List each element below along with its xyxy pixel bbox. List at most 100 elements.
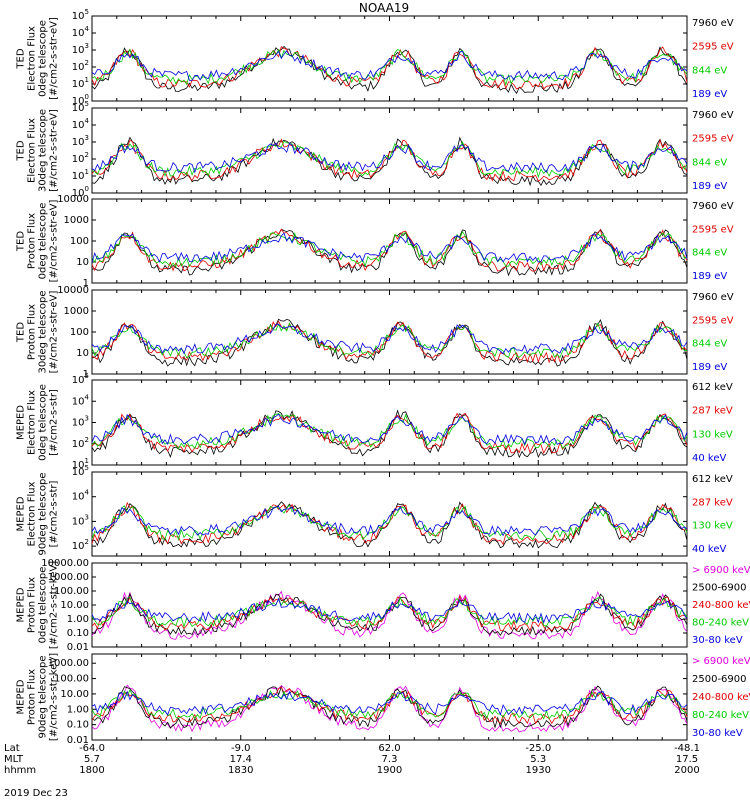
legend-entry: 189 eV — [692, 181, 727, 192]
y-tick-label: 103 — [72, 134, 89, 148]
x-tick-label: 62.0 — [378, 743, 400, 754]
y-tick-label: 100 — [70, 327, 89, 338]
y-axis-label-line: TED — [16, 231, 27, 252]
y-axis-label-line: 0deg telescope — [38, 384, 49, 461]
legend-entry: 30-80 keV — [692, 728, 743, 739]
panel-frame — [91, 653, 688, 741]
legend-entry: 287 keV — [692, 406, 733, 417]
legend-entry: 80-240 keV — [692, 618, 749, 629]
y-tick-label: 105 — [72, 372, 89, 386]
series-trace — [91, 50, 688, 81]
y-axis-label-line: [#/cm2-s-str] — [49, 389, 60, 456]
y-tick-label: 101 — [72, 76, 89, 90]
panel-3: 1 10 100 1000 10000 TED Proton Flux 0deg telesc… — [16, 194, 734, 289]
y-tick-label: 105 — [72, 464, 89, 478]
y-tick-label: 100 — [70, 236, 89, 247]
y-tick-label: 1000 — [64, 306, 89, 317]
y-axis-label-line: [#/cm2-s-str] — [49, 480, 60, 547]
y-axis-label-line: 0deg telescope — [38, 20, 49, 97]
x-tick-label: 5.3 — [530, 754, 546, 765]
y-tick-label: 0.01 — [67, 735, 89, 746]
legend-entry: 2500-6900 — [692, 674, 747, 685]
y-tick-label: 10000 — [57, 194, 89, 205]
y-axis-label-line: MEPED — [16, 679, 27, 714]
y-tick-label: 102 — [72, 436, 89, 450]
x-tick-label: 17.5 — [676, 754, 698, 765]
y-axis-label-line: 30deg telescope — [38, 109, 49, 192]
legend-entry: 2595 eV — [692, 315, 734, 326]
y-axis-label-line: Electron Flux — [27, 26, 38, 91]
y-tick-label: 105 — [72, 8, 89, 22]
x-row-name: hhmm — [4, 765, 36, 776]
legend-entry: 844 eV — [692, 248, 727, 259]
series-trace — [91, 322, 688, 359]
series-trace — [91, 590, 688, 640]
y-axis-label-line: MEPED — [16, 405, 27, 440]
y-tick-label: 10 — [76, 348, 89, 359]
legend-entry: 612 keV — [692, 474, 733, 485]
x-tick-label: 1830 — [228, 765, 253, 776]
y-tick-label: 0.10 — [67, 628, 89, 639]
panel-frame — [91, 379, 688, 466]
legend-entry: 40 keV — [692, 544, 726, 555]
panel-frame — [91, 198, 688, 284]
y-tick-label: 103 — [72, 42, 89, 56]
y-tick-label: 104 — [72, 393, 90, 407]
y-tick-label: 100 — [72, 185, 89, 199]
panel-2: 100 101 102 103 104 105 TED Electron Flux 30deg … — [16, 100, 734, 199]
legend-entry: > 6900 keV — [692, 656, 750, 667]
y-axis-label-line: Proton Flux — [27, 577, 38, 633]
y-axis-label-line: Proton Flux — [27, 213, 38, 269]
legend-entry: 844 eV — [692, 157, 727, 168]
series-trace — [91, 232, 688, 263]
y-tick-label: 103 — [72, 513, 89, 527]
y-tick-label: 104 — [72, 25, 90, 39]
legend-entry: 2595 eV — [692, 134, 734, 145]
legend-entry: 130 keV — [692, 429, 733, 440]
legend-entry: 40 keV — [692, 453, 726, 464]
y-axis-label-line: [#/cm2-s-str-eV] — [49, 200, 60, 283]
y-axis-label-line: 90deg telescope — [38, 472, 49, 555]
legend-entry: 2500-6900 — [692, 583, 747, 594]
legend-entry: 240-800 keV — [692, 692, 750, 703]
x-tick-label: 2000 — [674, 765, 699, 776]
series-trace — [91, 686, 688, 725]
series-trace — [91, 320, 688, 364]
x-tick-label: -64.0 — [79, 743, 105, 754]
y-axis-label-line: Proton Flux — [27, 669, 38, 725]
x-row-name: Lat — [4, 743, 20, 754]
figure-title: NOAA19 — [359, 1, 409, 15]
legend-entry: 7960 eV — [692, 110, 734, 121]
y-tick-label: 101 — [72, 168, 89, 182]
x-axis: Lat -64.0 -9.0 62.0 -25.0 -48.1 MLT 5.7 17.4 7.3 5… — [4, 743, 700, 776]
y-tick-label: 1 — [83, 369, 89, 380]
series-trace — [91, 594, 688, 632]
y-tick-label: 10.00 — [60, 600, 89, 611]
y-axis-label-line: MEPED — [16, 587, 27, 622]
y-axis-label-line: TED — [16, 140, 27, 161]
panel-5: 101 102 103 104 105 MEPED Electron Flux 0deg te… — [16, 372, 733, 471]
x-tick-label: 1900 — [377, 765, 402, 776]
x-tick-label: 7.3 — [382, 754, 398, 765]
y-axis-label-line: Electron Flux — [27, 481, 38, 546]
y-tick-label: 100 — [72, 93, 89, 107]
y-tick-label: 102 — [72, 151, 89, 165]
series-trace — [91, 230, 688, 268]
legend-entry: 189 eV — [692, 362, 727, 373]
series-trace — [91, 323, 688, 355]
y-axis-label-line: Electron Flux — [27, 390, 38, 455]
y-tick-label: 0.01 — [67, 642, 89, 653]
y-tick-label: 1000.00 — [48, 658, 89, 669]
x-tick-label: 17.4 — [230, 754, 252, 765]
y-tick-label: 100.00 — [54, 674, 89, 685]
x-tick-label: -48.1 — [674, 743, 700, 754]
x-tick-label: 1800 — [79, 765, 104, 776]
x-tick-label: -9.0 — [231, 743, 251, 754]
panel-6: 102 103 104 105 MEPED Electron Flux 90deg tele… — [16, 464, 733, 557]
y-tick-label: 1.00 — [67, 704, 89, 715]
y-tick-label: 104 — [72, 117, 90, 131]
legend-entry: 189 eV — [692, 271, 727, 282]
y-axis-label-line: 0deg telescope — [38, 567, 49, 644]
panel-frame — [91, 471, 688, 557]
y-axis-label-line: [#/cm2-s-str-eV] — [49, 109, 60, 192]
